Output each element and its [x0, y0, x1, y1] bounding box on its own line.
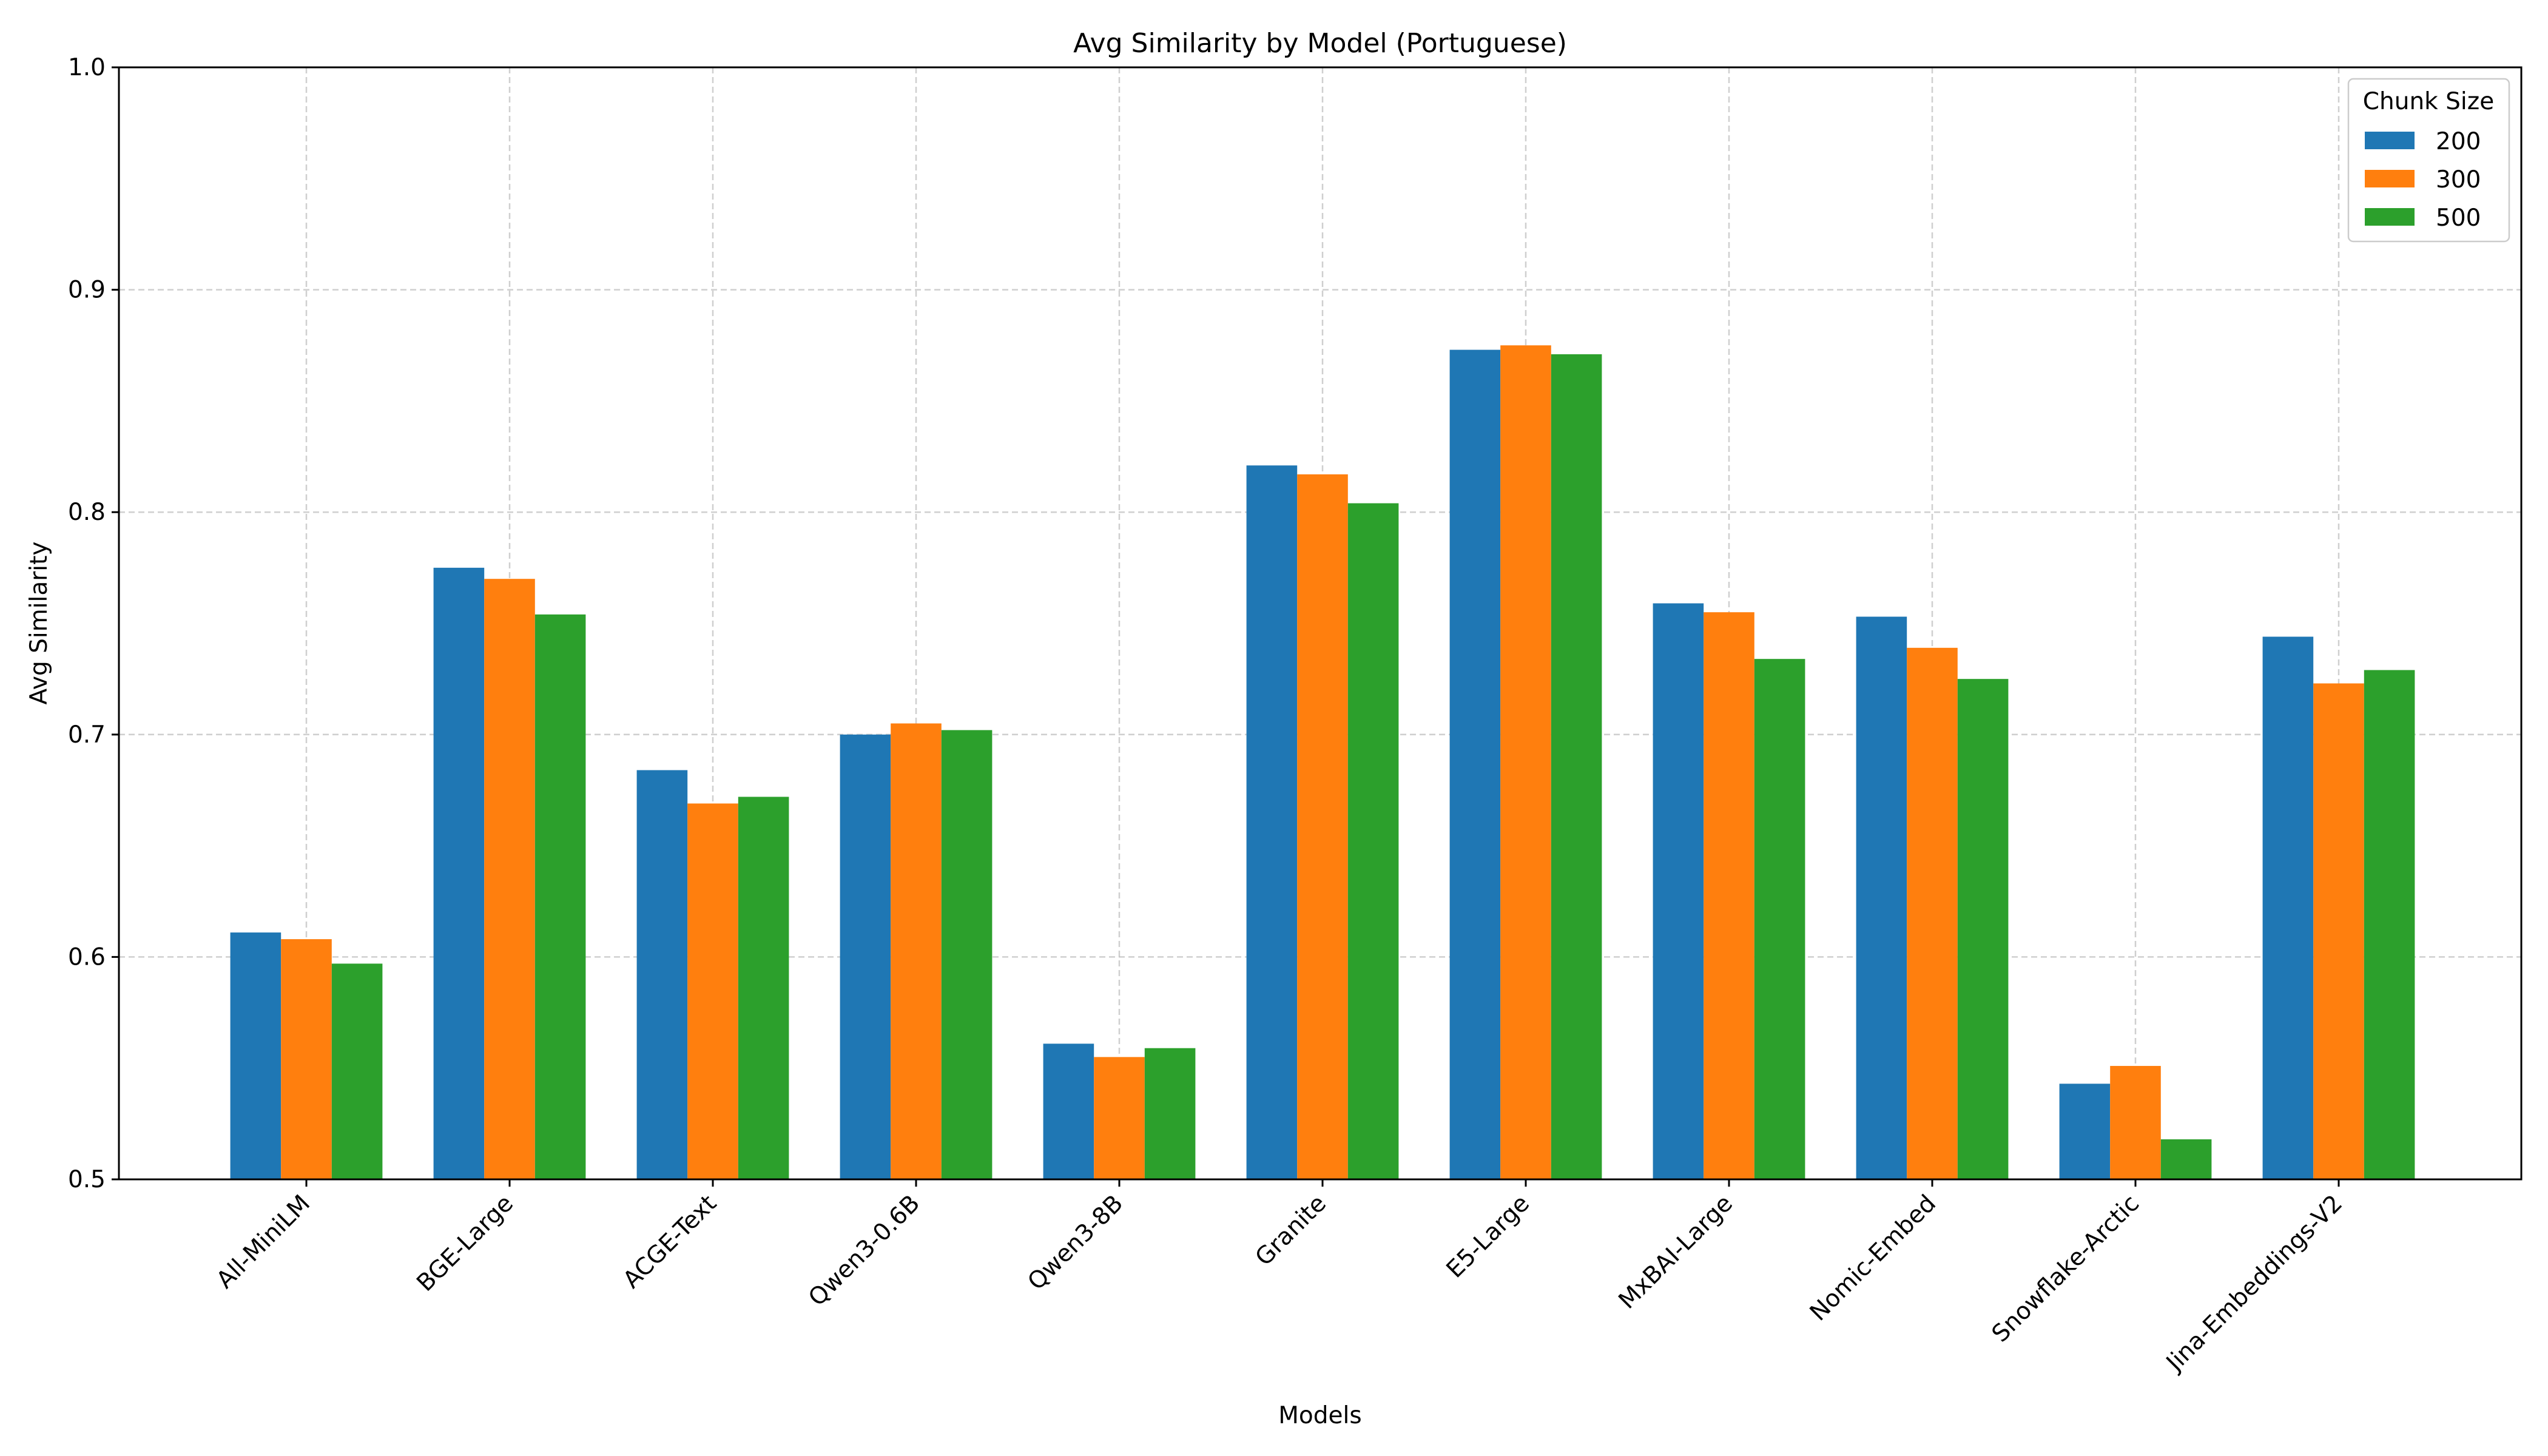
bar-300-qwen3-0-6b — [891, 723, 942, 1179]
x-tick-label: ACGE-Text — [618, 1190, 722, 1293]
legend-swatch-500 — [2365, 208, 2415, 226]
plot-frame — [118, 66, 2523, 1181]
bar-500-snowflake-arctic — [2160, 1139, 2212, 1179]
x-tick-label: Jina-Embeddings-V2 — [2160, 1190, 2348, 1378]
bar-300-snowflake-arctic — [2110, 1066, 2161, 1179]
y-tick-label: 0.9 — [68, 277, 106, 304]
bar-500-acge-text — [738, 797, 789, 1179]
chart-title: Avg Similarity by Model (Portuguese) — [1073, 28, 1567, 59]
legend-swatch-300 — [2365, 170, 2415, 187]
legend-title: Chunk Size — [2363, 88, 2494, 115]
x-tick-label: Qwen3-0.6B — [803, 1190, 925, 1312]
bar-500-granite — [1347, 503, 1399, 1179]
x-tick-label: Snowflake-Arctic — [1987, 1190, 2145, 1347]
legend-label-200: 200 — [2436, 128, 2481, 155]
x-tick-label: E5-Large — [1441, 1190, 1535, 1283]
y-tick-label: 0.8 — [68, 499, 106, 526]
bar-200-snowflake-arctic — [2059, 1084, 2111, 1179]
bar-300-mxbai-large — [1704, 612, 1754, 1179]
legend: Chunk Size 200 300 500 — [2347, 78, 2510, 243]
bar-200-qwen3-0-6b — [840, 734, 891, 1179]
bar-200-all-minilm — [230, 932, 281, 1179]
bar-300-qwen3-8b — [1094, 1057, 1145, 1179]
x-tick-label: MxBAI-Large — [1614, 1190, 1738, 1314]
legend-swatch-200 — [2365, 132, 2415, 149]
bar-200-qwen3-8b — [1043, 1043, 1094, 1179]
bar-500-e5-large — [1551, 354, 1602, 1179]
bar-500-all-minilm — [331, 963, 383, 1179]
bar-500-bge-large — [534, 614, 586, 1179]
bar-500-mxbai-large — [1754, 659, 1805, 1179]
bar-500-qwen3-0-6b — [941, 730, 993, 1179]
legend-label-300: 300 — [2436, 166, 2481, 194]
bar-500-jina-embeddings-v2 — [2364, 670, 2415, 1179]
bar-200-nomic-embed — [1856, 616, 1907, 1179]
bar-200-mxbai-large — [1653, 603, 1704, 1179]
bar-300-nomic-embed — [1907, 647, 1958, 1179]
bar-300-all-minilm — [281, 939, 332, 1179]
bar-200-e5-large — [1449, 349, 1501, 1179]
bar-200-bge-large — [433, 567, 485, 1179]
y-tick-label: 1.0 — [68, 54, 106, 81]
y-tick-label: 0.7 — [68, 721, 106, 749]
legend-label-500: 500 — [2436, 204, 2481, 232]
y-axis: 0.5 0.6 0.7 0.8 0.9 1.0 — [68, 54, 119, 1193]
bar-200-jina-embeddings-v2 — [2262, 636, 2314, 1179]
bar-500-qwen3-8b — [1144, 1048, 1196, 1179]
x-tick-label: All-MiniLM — [211, 1190, 315, 1294]
bar-300-jina-embeddings-v2 — [2313, 683, 2364, 1179]
y-tick-label: 0.5 — [68, 1166, 106, 1193]
x-tick-label: Granite — [1250, 1190, 1332, 1271]
bar-300-acge-text — [687, 803, 738, 1179]
legend-items: 200 300 500 — [2365, 128, 2481, 232]
bar-300-granite — [1297, 474, 1348, 1180]
x-tick-label: Qwen3-8B — [1023, 1190, 1128, 1295]
bar-500-nomic-embed — [1957, 679, 2009, 1179]
legend-box — [2347, 78, 2510, 243]
bar-200-acge-text — [636, 770, 688, 1179]
y-axis-label: Avg Similarity — [25, 541, 53, 704]
bar-200-granite — [1246, 465, 1298, 1179]
bar-300-bge-large — [484, 579, 535, 1179]
x-tick-label: Nomic-Embed — [1805, 1190, 1941, 1326]
x-axis-label: Models — [1278, 1402, 1361, 1429]
x-axis: All-MiniLM BGE-Large ACGE-Text Qwen3-0.6B Qw… — [211, 1179, 2348, 1378]
y-tick-label: 0.6 — [68, 943, 106, 971]
bar-300-e5-large — [1500, 345, 1551, 1179]
x-tick-label: BGE-Large — [411, 1190, 519, 1297]
bars — [230, 345, 2415, 1180]
